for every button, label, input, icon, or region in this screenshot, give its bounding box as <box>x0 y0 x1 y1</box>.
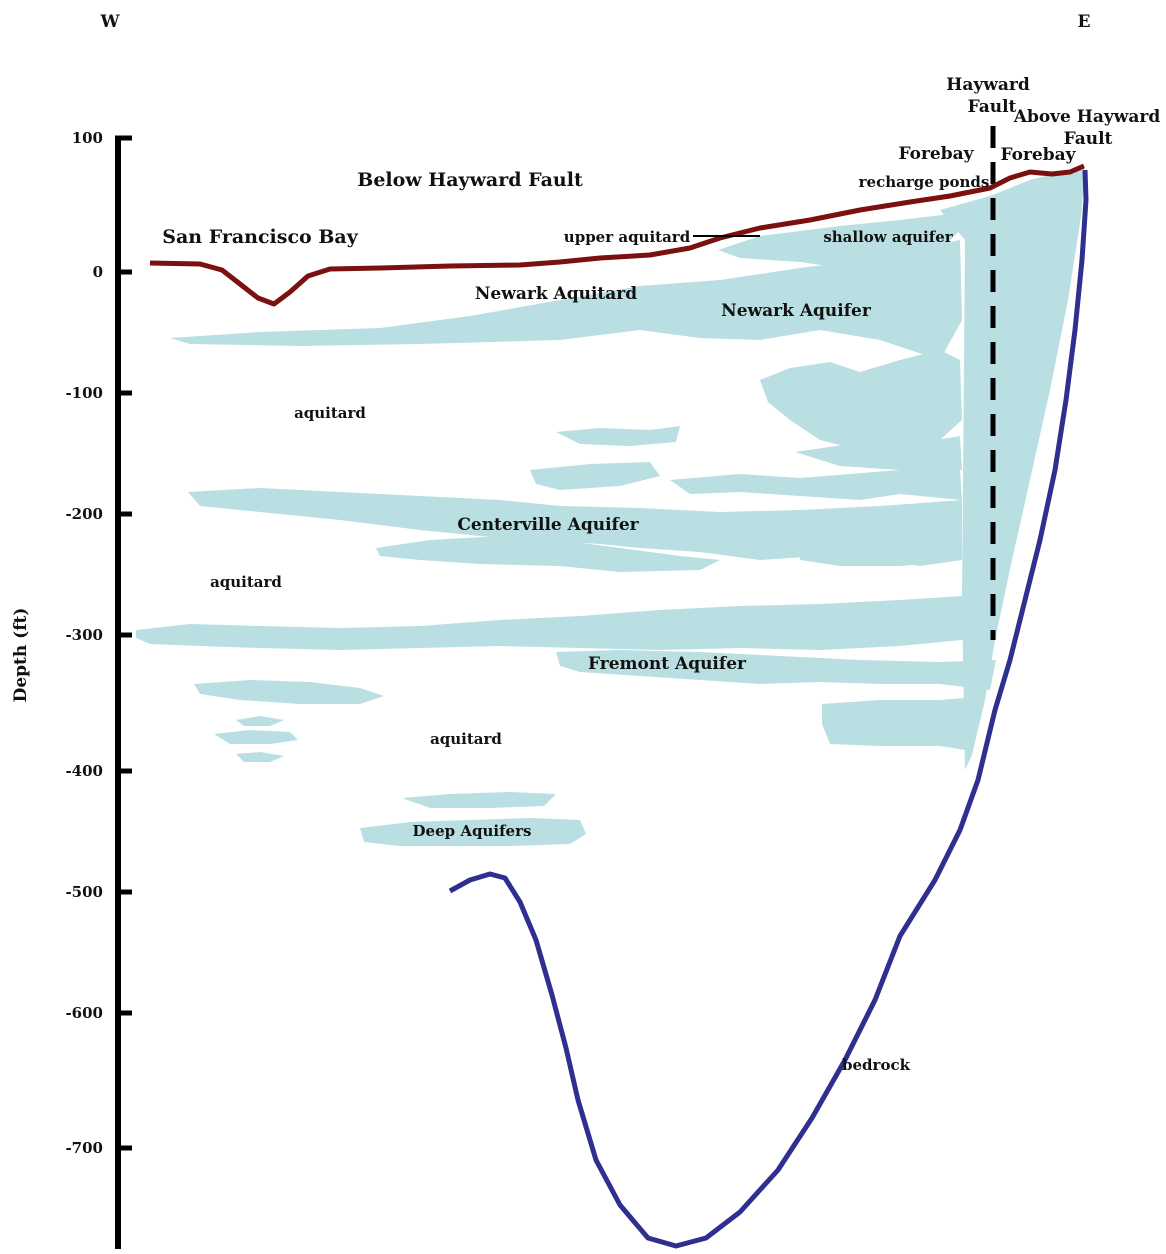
newark-aquifer-body <box>170 240 962 360</box>
west-lens-3 <box>214 730 298 744</box>
aquitard-label-1: aquitard <box>294 404 366 422</box>
sf-bay-label: San Francisco Bay <box>162 226 358 248</box>
west-lens-1 <box>194 680 384 704</box>
centerville-lower-lens <box>376 536 720 572</box>
axis-label: Depth (ft) <box>11 608 31 703</box>
tick-label-neg600: -600 <box>65 1004 103 1022</box>
centerville-east-lens <box>800 530 962 566</box>
tick-label-neg300: -300 <box>65 626 103 644</box>
lens-a <box>556 426 680 446</box>
below-fault-label: Below Hayward Fault <box>357 169 583 191</box>
recharge-ponds-label: recharge ponds <box>859 173 990 191</box>
upper-aquitard-label: upper aquitard <box>564 228 691 246</box>
aquitard-label-3: aquitard <box>430 730 502 748</box>
shallow-aquifer-label: shallow aquifer <box>823 228 953 246</box>
hayward-fault-label-2: Fault <box>968 97 1017 117</box>
west-lens-4 <box>236 752 284 762</box>
above-fault-label-1: Above Hayward <box>1013 107 1161 127</box>
bedrock-label: bedrock <box>842 1056 911 1074</box>
tick-label-neg500: -500 <box>65 883 103 901</box>
deep-aquifers-label: Deep Aquifers <box>413 822 532 840</box>
bedrock-line <box>448 169 1089 1249</box>
east-label: E <box>1078 12 1091 32</box>
deep-east-body <box>822 698 965 750</box>
tick-label-neg200: -200 <box>65 505 103 523</box>
tick-label-neg700: -700 <box>65 1139 103 1157</box>
aquitard-label-2: aquitard <box>210 573 282 591</box>
tick-label-neg100: -100 <box>65 384 103 402</box>
above-fault-label-2: Fault <box>1064 129 1113 149</box>
depth-axis: 100 0 -100 -200 -300 -400 -500 -600 -700… <box>11 129 132 1249</box>
fremont-upper-band <box>136 590 1000 650</box>
deep-aquifer-2 <box>360 818 586 846</box>
centerville-aquifer-label: Centerville Aquifer <box>457 515 639 535</box>
newark-lens-2 <box>795 436 962 470</box>
west-label: W <box>99 12 120 32</box>
lens-b <box>530 462 660 490</box>
tick-label-neg400: -400 <box>65 762 103 780</box>
forebay-right-label: Forebay <box>1000 145 1076 165</box>
lens-c <box>670 470 962 500</box>
forebay-left-label: Forebay <box>898 144 974 164</box>
newark-aquifer-label: Newark Aquifer <box>721 301 872 321</box>
tick-label-100: 100 <box>72 129 103 147</box>
west-lens-2 <box>236 716 284 726</box>
ground-surface-line <box>149 163 1085 307</box>
aquifers <box>136 168 1084 846</box>
centerville-aquifer-body <box>188 488 962 566</box>
newark-lens-1 <box>760 350 962 452</box>
fremont-lower-lobe <box>556 650 996 690</box>
fremont-aquifer-label: Fremont Aquifer <box>588 654 747 674</box>
deep-aquifer-1 <box>402 792 556 808</box>
newark-aquitard-label: Newark Aquitard <box>475 284 637 304</box>
hayward-fault-label-1: Hayward <box>946 75 1030 95</box>
tick-label-0: 0 <box>93 263 103 281</box>
